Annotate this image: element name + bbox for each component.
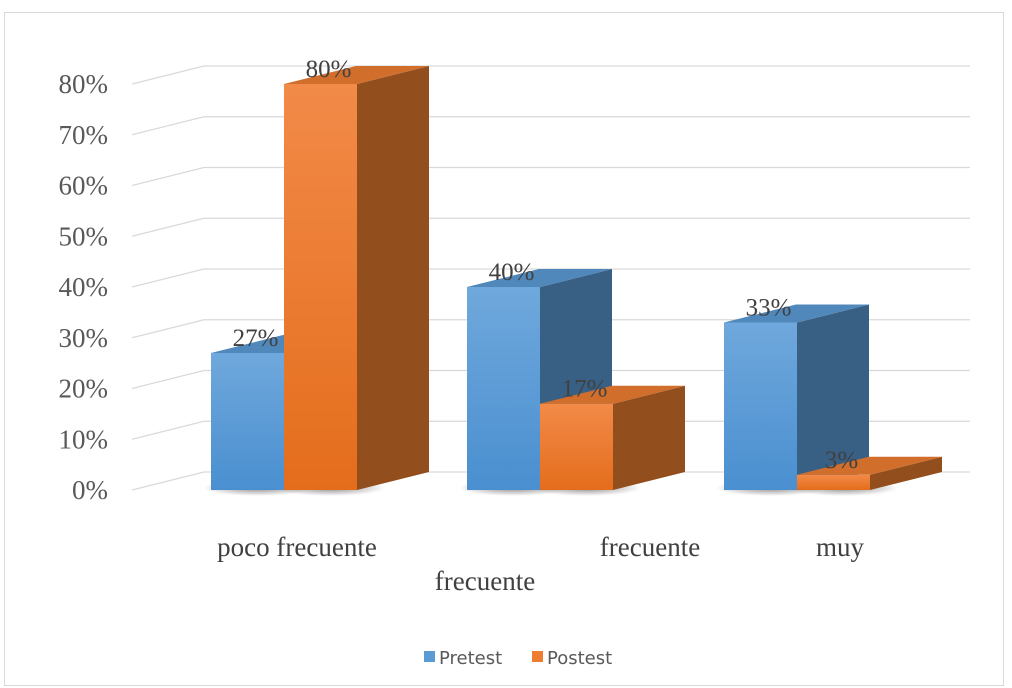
bar-side — [357, 66, 429, 490]
bar-side — [797, 304, 869, 490]
bar-side — [613, 385, 685, 490]
category-label: poco frecuente — [217, 532, 377, 562]
x-axis-categories: poco frecuente frecuente muy frecuente — [217, 532, 864, 596]
y-tick-label: 50% — [59, 221, 109, 251]
legend-item-postest: Postest — [532, 648, 612, 669]
data-label: 80% — [306, 56, 352, 83]
category-label: muy — [816, 532, 865, 562]
gridline-diagonal — [131, 420, 205, 440]
bar-postest-1 — [284, 66, 429, 490]
bar-front — [211, 352, 284, 490]
legend: Pretest Postest — [424, 648, 612, 669]
y-axis-ticks: 0% 10% 20% 30% 40% 50% 60% 70% 80% — [59, 69, 109, 505]
bar-top — [540, 385, 685, 404]
legend-swatch — [424, 651, 435, 662]
y-tick-label: 40% — [59, 272, 109, 302]
bar-side — [870, 456, 942, 490]
gridline-diagonal — [131, 65, 205, 85]
gridline-diagonal — [131, 319, 205, 339]
y-tick-label: 30% — [59, 323, 109, 353]
bar-top — [797, 456, 942, 475]
bar-top — [724, 304, 869, 323]
data-label: 17% — [562, 376, 608, 403]
bar-top — [467, 269, 612, 287]
legend-item-pretest: Pretest — [424, 648, 502, 669]
bar-front — [797, 474, 870, 490]
y-tick-label: 60% — [59, 171, 109, 201]
y-tick-label: 70% — [59, 120, 109, 150]
bar-front — [540, 403, 613, 490]
data-label: 40% — [489, 259, 535, 286]
gridline-diagonal — [131, 166, 205, 187]
data-label: 3% — [825, 447, 858, 474]
bar-front — [284, 84, 357, 490]
category-label: frecuente — [600, 532, 700, 562]
bar-postest-3 — [797, 456, 942, 490]
bars — [211, 66, 942, 490]
y-tick-label: 20% — [59, 374, 109, 404]
data-labels: 27% 40% 33% 80% 17% 3% — [233, 56, 859, 474]
data-label: 33% — [746, 295, 792, 322]
y-tick-label: 0% — [72, 475, 108, 505]
gridline-diagonal — [131, 116, 205, 136]
y-tick-label: 80% — [59, 69, 109, 99]
bar-top — [284, 66, 429, 84]
gridline-diagonal — [131, 471, 205, 491]
bar-front — [467, 287, 540, 490]
gridline-diagonal — [131, 369, 205, 390]
bar-front — [724, 322, 797, 490]
gridline-diagonal — [131, 217, 205, 237]
category-label: frecuente — [435, 566, 535, 596]
legend-label: Postest — [547, 648, 612, 669]
gridline-diagonal — [131, 268, 205, 288]
bar-pretest-3 — [724, 304, 869, 490]
y-tick-label: 10% — [59, 424, 109, 454]
data-label: 27% — [233, 325, 279, 352]
legend-label: Pretest — [439, 648, 502, 669]
bar-postest-2 — [540, 385, 685, 490]
legend-swatch — [532, 651, 543, 662]
